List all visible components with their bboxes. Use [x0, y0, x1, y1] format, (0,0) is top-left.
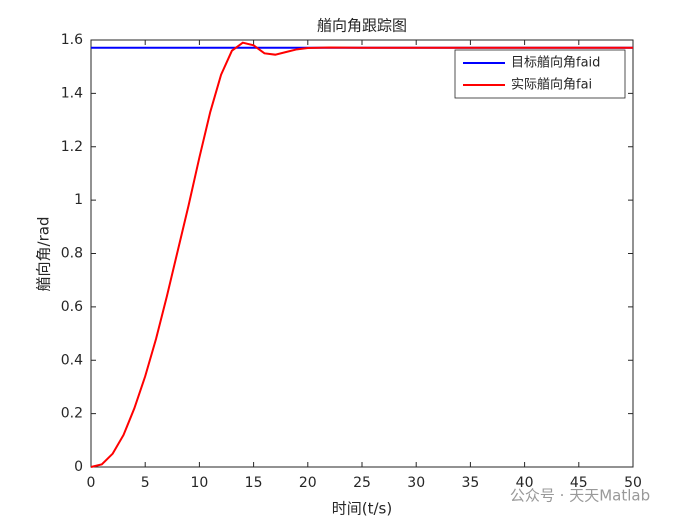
- y-axis-label: 艏向角/rad: [35, 217, 53, 292]
- y-tick-label: 0.2: [61, 406, 83, 422]
- series-line: [90, 41, 633, 468]
- y-tick-label: 1.4: [61, 85, 83, 101]
- legend-label: 目标艏向角faid: [511, 55, 600, 71]
- x-tick-label: 5: [141, 475, 150, 491]
- y-tick-label: 0.6: [61, 299, 83, 315]
- plot-area: [90, 39, 634, 468]
- x-tick-label: 25: [353, 475, 371, 491]
- y-tick-label: 1.6: [61, 32, 83, 48]
- x-tick-label: 15: [245, 475, 263, 491]
- x-tick-label: 30: [407, 475, 425, 491]
- x-tick-label: 20: [299, 475, 317, 491]
- x-axis-label: 时间(t/s): [332, 500, 392, 518]
- y-tick-label: 0.4: [61, 352, 83, 368]
- x-tick-label: 45: [570, 475, 588, 491]
- legend-label: 实际艏向角fai: [511, 77, 592, 93]
- x-tick-label: 0: [87, 475, 96, 491]
- watermark: 公众号 · 天天Matlab: [510, 487, 650, 505]
- y-tick-label: 0: [74, 459, 83, 475]
- y-tick-label: 1: [74, 192, 83, 208]
- y-tick-label: 1.2: [61, 139, 83, 155]
- x-tick-label: 10: [190, 475, 208, 491]
- legend-box: [454, 49, 626, 99]
- x-tick-label: 40: [516, 475, 534, 491]
- x-tick-label: 50: [624, 475, 642, 491]
- y-tick-label: 0.8: [61, 246, 83, 262]
- chart-title: 艏向角跟踪图: [317, 17, 407, 35]
- x-tick-label: 35: [461, 475, 479, 491]
